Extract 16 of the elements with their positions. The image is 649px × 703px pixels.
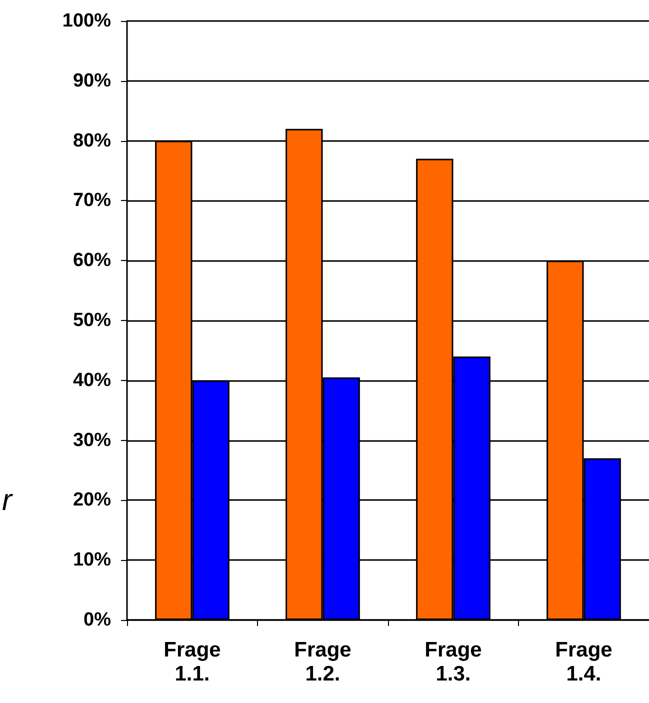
x-tick-label: Frage 1.2.	[294, 638, 352, 686]
x-tick-label: Frage 1.1.	[164, 638, 221, 686]
y-tick-label: 40%	[72, 370, 112, 391]
y-tick-label: 30%	[72, 430, 112, 451]
text: r	[2, 484, 12, 518]
y-tick-label: 20%	[72, 490, 112, 511]
x-tick-label: Frage 1.4.	[555, 638, 612, 686]
y-tick-label: 80%	[72, 130, 112, 152]
y-tick-label: 50%	[72, 310, 112, 331]
y-tick-label: 70%	[72, 190, 112, 212]
y-tick-label: 90%	[72, 70, 112, 92]
y-tick-label: 60%	[72, 250, 112, 272]
x-tick-label: Frage 1.3.	[424, 638, 482, 686]
y-tick-label: 0%	[84, 610, 112, 630]
y-tick-label: 10%	[72, 550, 112, 571]
y-tick-label: 100%	[62, 10, 112, 32]
